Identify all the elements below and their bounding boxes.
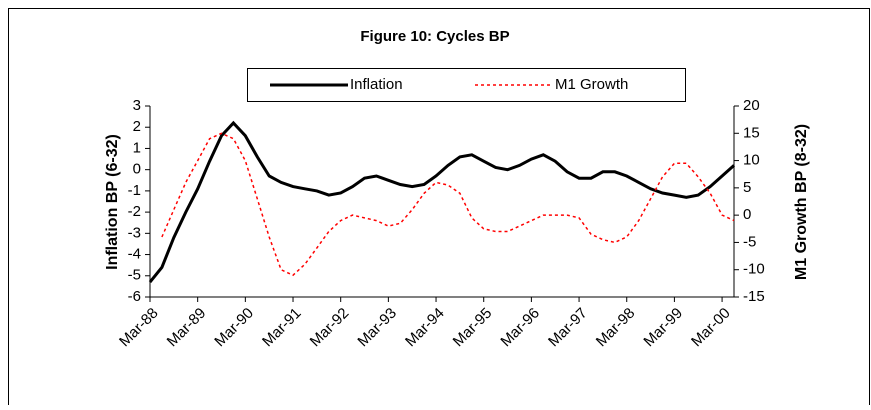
y2-tick-label: 20 — [743, 97, 760, 114]
x-tick-label: Mar-98 — [593, 305, 639, 351]
x-tick-label: Mar-00 — [688, 305, 734, 351]
legend-label: Inflation — [350, 76, 403, 93]
y-tick-label: -3 — [128, 224, 141, 241]
y-tick-label: -1 — [128, 182, 141, 199]
y2-tick-label: 15 — [743, 124, 760, 141]
x-tick-label: Mar-94 — [402, 305, 448, 351]
chart-title: Figure 10: Cycles BP — [360, 28, 509, 45]
y2-tick-label: -5 — [743, 233, 756, 250]
y-tick-label: -4 — [128, 246, 141, 263]
y-tick-label: 1 — [133, 139, 141, 156]
x-tick-label: Mar-95 — [450, 305, 496, 351]
y-axis-label: Inflation BP (6-32) — [104, 134, 121, 270]
x-tick-label: Mar-96 — [497, 305, 543, 351]
legend-label: M1 Growth — [555, 76, 628, 93]
y2-tick-label: 10 — [743, 152, 760, 169]
x-tick-label: Mar-97 — [545, 305, 591, 351]
series-line — [148, 120, 735, 284]
y2-tick-label: -15 — [743, 288, 765, 305]
y-tick-label: 2 — [133, 118, 141, 135]
y2-axis-label: M1 Growth BP (8-32) — [793, 124, 810, 280]
y-tick-label: -5 — [128, 267, 141, 284]
y2-tick-label: 5 — [743, 179, 751, 196]
x-tick-label: Mar-92 — [307, 305, 353, 351]
y-tick-label: 3 — [133, 97, 141, 114]
x-tick-label: Mar-89 — [164, 305, 210, 351]
x-tick-label: Mar-88 — [116, 305, 162, 351]
y-tick-label: 0 — [133, 161, 141, 178]
y2-tick-label: -10 — [743, 261, 765, 278]
y2-tick-label: 0 — [743, 206, 751, 223]
x-tick-label: Mar-99 — [640, 305, 686, 351]
y-tick-label: -2 — [128, 203, 141, 220]
x-tick-label: Mar-91 — [259, 305, 305, 351]
y-tick-label: -6 — [128, 288, 141, 305]
x-tick-label: Mar-90 — [211, 305, 257, 351]
x-tick-label: Mar-93 — [354, 305, 400, 351]
series-line — [161, 132, 735, 277]
